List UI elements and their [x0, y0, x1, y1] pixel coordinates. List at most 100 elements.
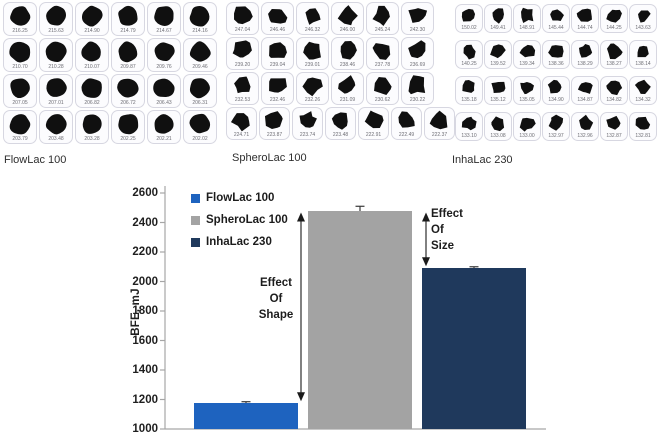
- particle-image: [118, 114, 139, 135]
- particle-image: [637, 46, 649, 58]
- effect-of-shape-arrow-head-down: [297, 392, 305, 402]
- particle-image: [153, 78, 175, 98]
- particle-size-value: 222.91: [365, 132, 382, 138]
- particle-image: [461, 117, 477, 131]
- particle-size-value: 144.74: [577, 24, 593, 31]
- particle-cell: 242.30: [401, 2, 434, 35]
- legend-swatch-flowlac: [191, 193, 200, 203]
- particle-size-value: 237.78: [374, 62, 391, 68]
- particle-image: [264, 111, 283, 129]
- particle-size-value: 209.87: [120, 64, 136, 70]
- particle-cell: 214.16: [183, 2, 217, 36]
- particle-size-value: 215.63: [48, 28, 64, 34]
- legend-item-inhalac: InhaLac 230: [191, 231, 288, 253]
- particle-cell: 223.87: [259, 107, 290, 140]
- particle-image: [230, 113, 250, 132]
- particle-panel-inhalac: 150.02 149.41 148.91 145.44 144.74 144.25 143.…: [452, 4, 666, 166]
- particle-size-value: 133.08: [490, 132, 506, 139]
- particle-size-value: 138.14: [635, 60, 651, 67]
- particle-cell: 203.48: [39, 110, 73, 144]
- particle-cell: 134.87: [571, 76, 599, 105]
- particle-size-value: 210.28: [48, 64, 64, 70]
- particle-image: [548, 45, 564, 58]
- particle-size-value: 207.01: [48, 100, 64, 106]
- particle-size-value: 232.26: [304, 97, 321, 103]
- particle-image: [408, 8, 428, 23]
- particle-image: [154, 114, 174, 134]
- particle-cell: 145.44: [542, 4, 570, 33]
- y-tick-label: 1800: [132, 305, 158, 317]
- particle-row: 207.05 207.01 206.82 206.72 206.43 206.31: [3, 74, 222, 108]
- particle-image: [547, 80, 562, 94]
- particle-size-value: 134.90: [548, 96, 564, 103]
- particle-image: [331, 112, 348, 130]
- particle-grid-inhalac: 150.02 149.41 148.91 145.44 144.74 144.25 143.…: [455, 4, 666, 141]
- particle-row: 150.02 149.41 148.91 145.44 144.74 144.25 143.…: [455, 4, 666, 33]
- particle-image: [189, 6, 210, 27]
- particle-image: [364, 110, 384, 129]
- particle-cell: 138.27: [600, 40, 628, 69]
- particle-size-value: 239.01: [304, 62, 321, 68]
- particle-image: [408, 40, 426, 59]
- particle-row: 140.25 139.52 139.34 138.36 138.29 138.27 138.…: [455, 40, 666, 69]
- particle-size-value: 203.28: [84, 136, 100, 142]
- particle-image: [234, 6, 253, 25]
- particle-grid-flowlac: 216.25 215.63 214.90 214.79 214.67 214.16 210.…: [3, 2, 222, 144]
- particle-size-value: 139.34: [519, 60, 535, 67]
- particle-size-value: 246.00: [339, 27, 356, 33]
- particle-image: [118, 5, 138, 26]
- particle-image: [374, 77, 392, 96]
- particle-image: [10, 78, 30, 99]
- particle-size-value: 134.32: [635, 96, 651, 103]
- particle-size-value: 149.41: [490, 24, 506, 31]
- particle-image: [305, 8, 321, 25]
- particle-image: [299, 111, 317, 128]
- particle-size-value: 138.27: [606, 60, 622, 67]
- particle-cell: 231.09: [331, 72, 364, 105]
- particle-cell: 133.08: [484, 112, 512, 141]
- particle-cell: 232.53: [226, 72, 259, 105]
- annotation-line: Effect: [260, 277, 292, 289]
- particle-cell: 222.49: [391, 107, 422, 140]
- particle-cell: 134.32: [629, 76, 657, 105]
- panel-label-inhalac: InhaLac 230: [452, 154, 513, 166]
- legend-swatch-spherolac: [191, 215, 200, 225]
- particle-image: [118, 41, 138, 63]
- particle-cell: 245.24: [366, 2, 399, 35]
- particle-row: 135.18 135.12 135.05 134.90 134.87 134.82 134.…: [455, 76, 666, 105]
- particle-cell: 222.91: [358, 107, 389, 140]
- annotation-line: Of: [431, 224, 444, 236]
- particle-image: [638, 10, 651, 23]
- particle-size-value: 150.02: [461, 24, 477, 31]
- panel-label-spherolac: SpheroLac 100: [232, 152, 307, 164]
- particle-image: [548, 114, 564, 131]
- particle-cell: 246.32: [296, 2, 329, 35]
- particle-image: [189, 41, 211, 62]
- particle-size-value: 209.76: [156, 64, 172, 70]
- particle-cell: 232.46: [261, 72, 294, 105]
- particle-image: [519, 118, 536, 132]
- particle-image: [521, 7, 534, 24]
- particle-image: [491, 116, 505, 132]
- particle-image: [232, 40, 252, 58]
- particle-image: [606, 43, 623, 60]
- particle-size-value: 202.21: [156, 136, 172, 142]
- particle-size-value: 134.82: [606, 96, 622, 103]
- particle-size-value: 132.97: [548, 132, 564, 139]
- particle-cell: 209.87: [111, 38, 145, 72]
- particle-cell: 132.87: [600, 112, 628, 141]
- particle-cell: 132.97: [542, 112, 570, 141]
- particle-size-value: 222.49: [398, 132, 415, 138]
- particle-image: [46, 78, 67, 97]
- y-tick-label: 2200: [132, 246, 158, 258]
- particle-cell: 206.31: [183, 74, 217, 108]
- particle-cell: 144.74: [571, 4, 599, 33]
- particle-size-value: 239.04: [269, 62, 286, 68]
- particle-image: [408, 75, 426, 95]
- annotation-line: Of: [269, 293, 283, 305]
- particle-image: [577, 82, 593, 95]
- effect-of-size-arrow-head-down: [422, 257, 430, 267]
- particle-image: [520, 82, 535, 95]
- particle-size-value: 246.46: [269, 27, 286, 33]
